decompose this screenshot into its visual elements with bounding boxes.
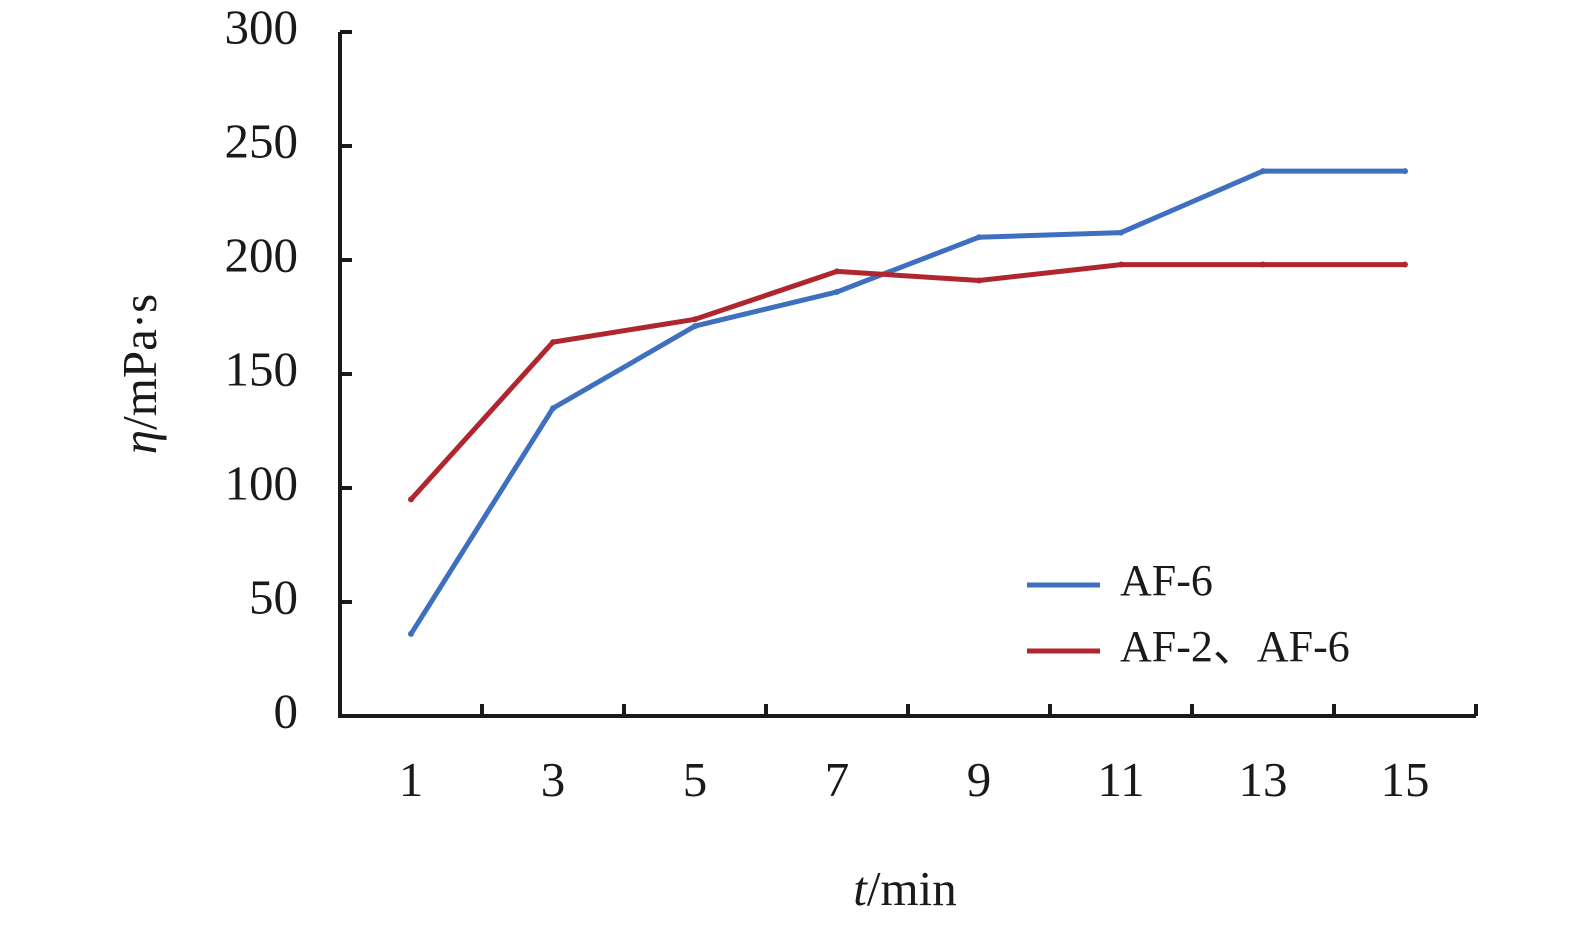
data-point-1 [692, 316, 698, 323]
y-ticks: 0 50 100 150 200 250 300 [225, 0, 352, 738]
y-tick-label: 100 [225, 455, 299, 510]
series-line-1 [408, 262, 1408, 502]
y-axis-title: η/mPa·s [112, 294, 167, 454]
data-point-0 [1118, 229, 1124, 236]
y-tick-label: 150 [225, 341, 299, 396]
data-point-0 [834, 288, 840, 295]
data-point-0 [1260, 168, 1266, 175]
x-axis-unit: /min [867, 861, 957, 916]
x-axis-title: t/min [853, 861, 956, 916]
y-tick-label: 200 [225, 227, 299, 282]
y-tick-label: 250 [225, 113, 299, 168]
x-tick-label: 1 [399, 752, 424, 807]
data-point-1 [1118, 261, 1124, 268]
x-tick-label: 5 [683, 752, 708, 807]
svg-text:η/mPa·s: η/mPa·s [112, 294, 167, 454]
y-tick-label: 0 [274, 683, 299, 738]
x-tick-label: 3 [541, 752, 566, 807]
y-axis-variable: η [112, 430, 167, 454]
y-tick-label: 300 [225, 0, 299, 54]
data-point-1 [834, 268, 840, 275]
data-point-0 [550, 405, 556, 412]
data-point-1 [1402, 261, 1408, 268]
x-tick-label: 9 [967, 752, 992, 807]
x-axis-variable: t [853, 861, 868, 916]
x-ticks: 1 3 5 7 9 11 13 15 [399, 704, 1478, 807]
y-axis-unit: /mPa·s [112, 294, 167, 430]
data-point-1 [1260, 261, 1266, 268]
data-point-0 [976, 234, 982, 241]
y-tick-label: 50 [249, 569, 298, 624]
data-point-1 [976, 277, 982, 284]
data-point-1 [408, 496, 414, 503]
legend: AF-6 AF-2、AF-6 [1027, 556, 1350, 671]
data-point-0 [692, 323, 698, 330]
data-point-0 [408, 630, 414, 637]
x-tick-label: 13 [1239, 752, 1288, 807]
legend-label-af6: AF-6 [1120, 556, 1213, 605]
series-line-0 [408, 168, 1408, 637]
x-tick-label: 11 [1097, 752, 1144, 807]
x-tick-label: 7 [825, 752, 850, 807]
x-tick-label: 15 [1381, 752, 1430, 807]
axes [338, 32, 1476, 718]
legend-label-af2-af6: AF-2、AF-6 [1120, 622, 1350, 671]
data-point-1 [550, 339, 556, 346]
data-point-0 [1402, 168, 1408, 175]
series-lines [408, 168, 1408, 637]
